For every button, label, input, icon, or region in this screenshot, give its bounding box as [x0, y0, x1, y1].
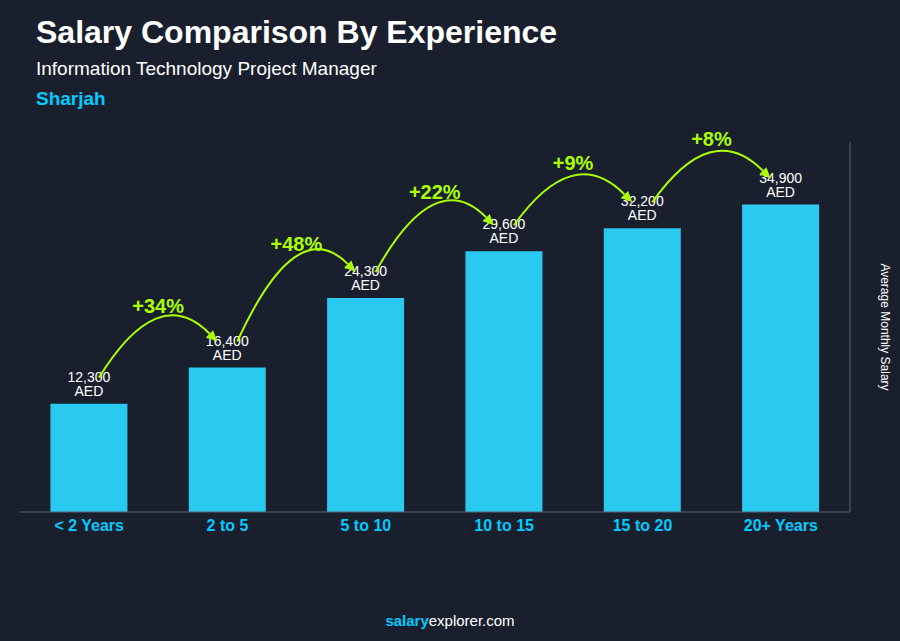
- svg-text:10 to 15: 10 to 15: [474, 517, 534, 534]
- svg-text:Average Monthly Salary: Average Monthly Salary: [878, 263, 892, 390]
- svg-text:+34%: +34%: [132, 295, 184, 317]
- html-text:Salary Comparison By Experienc: Salary Comparison By Experience: [36, 14, 558, 50]
- svg-text:< 2 Years: < 2 Years: [54, 517, 124, 534]
- svg-text:2 to 5: 2 to 5: [207, 517, 249, 534]
- svg-text:5 to 10: 5 to 10: [340, 517, 391, 534]
- html-text:16,400: 16,400: [205, 332, 249, 349]
- html-text:AED: AED: [627, 207, 657, 224]
- html-text:AED: AED: [766, 183, 795, 200]
- svg-text:12,300AED: 12,300AED: [68, 369, 111, 399]
- html-text:AED: AED: [212, 346, 242, 363]
- html-text:Information Technology Project: Information Technology Project Manager: [36, 58, 377, 79]
- svg-text:+9%: +9%: [553, 152, 594, 174]
- svg-text:15 to 20: 15 to 20: [613, 517, 673, 534]
- svg-text:+22%: +22%: [409, 181, 461, 203]
- html-text:29,600: 29,600: [482, 216, 526, 233]
- svg-text:+48%: +48%: [271, 233, 323, 255]
- svg-text:+8%: +8%: [691, 128, 732, 150]
- html-text:salary explorer.com: salary explorer.com: [385, 612, 515, 629]
- html-text:AED: AED: [489, 230, 519, 247]
- html-text:Sharjah: Sharjah: [36, 88, 106, 109]
- html-text:32,200: 32,200: [620, 193, 664, 210]
- html-text:AED: AED: [351, 276, 380, 293]
- svg-text:20+ Years: 20+ Years: [744, 517, 818, 534]
- html-text:24,300: 24,300: [344, 262, 387, 279]
- html-text:34,900: 34,900: [759, 169, 802, 186]
